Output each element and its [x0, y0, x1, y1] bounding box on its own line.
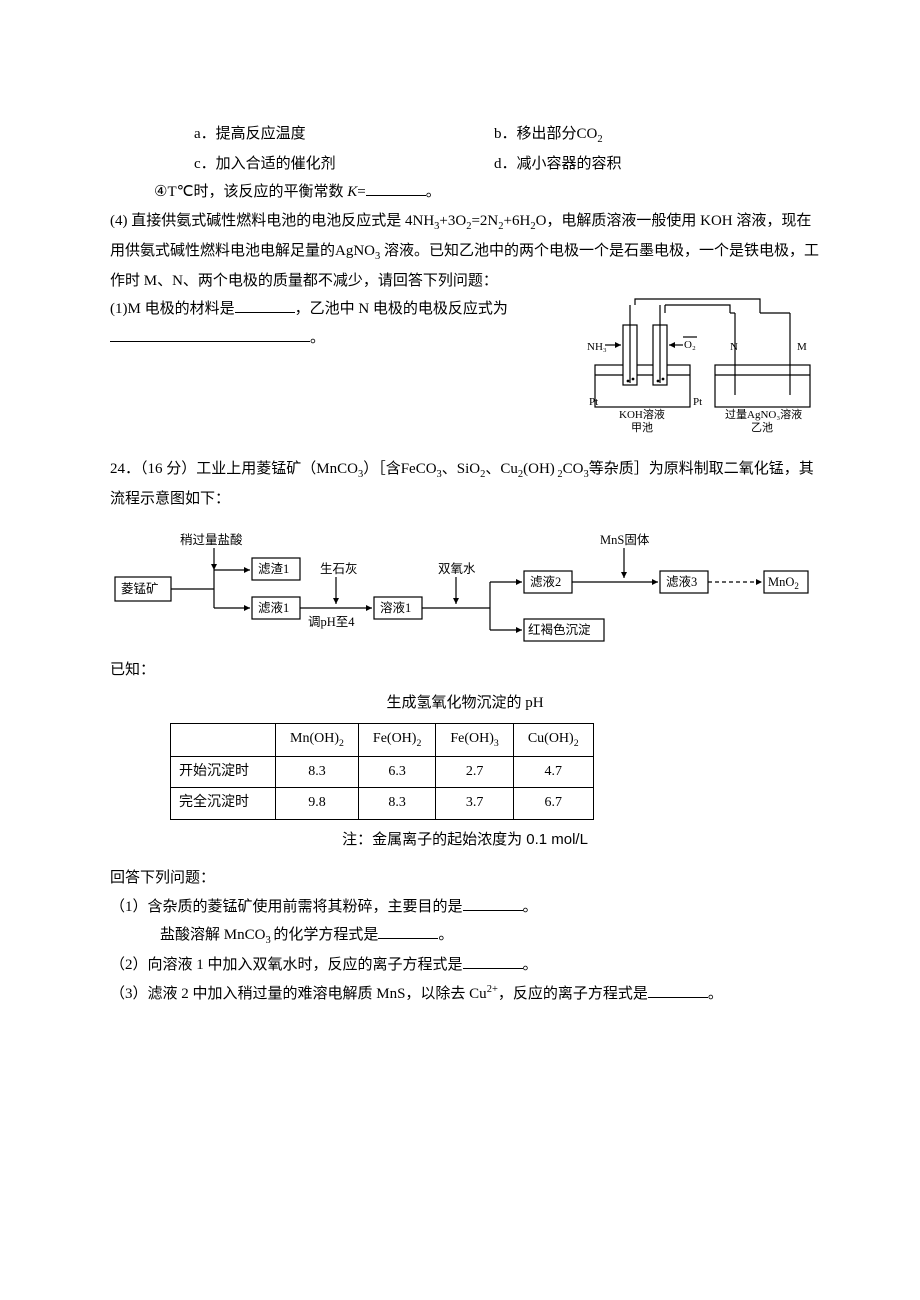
svg-text:生石灰: 生石灰	[320, 562, 358, 576]
table-note: 注：金属离子的起始浓度为 0.1 mol/L	[110, 826, 820, 855]
fuel-cell-diagram: NH₃ O₂ Pt Pt KOH溶液 甲池 N M 过量AgNO₃溶液 乙池	[575, 295, 820, 435]
table-title: 生成氢氧化物沉淀的 pH	[110, 689, 820, 718]
label-jia: 甲池	[631, 421, 653, 434]
blank-3	[648, 982, 708, 998]
label-yi: 乙池	[751, 421, 773, 434]
q24-1a: （1）含杂质的菱锰矿使用前需将其粉碎，主要目的是。	[110, 893, 820, 922]
blank-2	[463, 953, 523, 969]
known-label: 已知：	[110, 656, 820, 685]
col-feoh2: Fe(OH)2	[358, 724, 435, 756]
svg-text:滤液2: 滤液2	[530, 574, 561, 589]
line-k: ④T℃时，该反应的平衡常数 K=。	[154, 178, 820, 207]
opt-d-letter: d．	[494, 156, 517, 172]
opt-b-text: 移出部分CO	[517, 126, 598, 142]
svg-text:滤液3: 滤液3	[666, 574, 697, 589]
opt-b-letter: b．	[494, 126, 517, 142]
label-pt-r: Pt	[693, 396, 702, 408]
svg-text:MnO2: MnO2	[768, 575, 799, 591]
blank-1a	[463, 895, 523, 911]
blank-k	[366, 180, 426, 196]
svg-text:溶液1: 溶液1	[380, 600, 411, 615]
q24-2: （2）向溶液 1 中加入双氧水时，反应的离子方程式是。	[110, 951, 820, 980]
svg-text:滤渣1: 滤渣1	[258, 562, 289, 576]
blank-m-material	[235, 297, 295, 313]
col-feoh3: Fe(OH)3	[436, 724, 513, 756]
q24-stem: 24．（16 分）工业上用菱锰矿（MnCO3）［含FeCO3、SiO2、Cu2(…	[110, 455, 820, 513]
svg-text:双氧水: 双氧水	[438, 562, 476, 576]
opt-c-text: 加入合适的催化剂	[216, 156, 336, 172]
blank-n-electrode	[110, 326, 310, 342]
opt-a-text: 提高反应温度	[216, 126, 306, 142]
label-n: N	[730, 341, 738, 353]
label-nh3: NH₃	[587, 341, 607, 353]
label-o2: O₂	[684, 339, 696, 351]
table-row: 完全沉淀时 9.88.33.76.7	[171, 788, 594, 820]
svg-text:滤液1: 滤液1	[258, 600, 289, 615]
label-agno3: 过量AgNO₃溶液	[725, 407, 802, 421]
answer-lead: 回答下列问题：	[110, 864, 820, 893]
svg-text:稍过量盐酸: 稍过量盐酸	[180, 532, 243, 547]
label-koh: KOH溶液	[619, 407, 665, 421]
col-cuoh2: Cu(OH)2	[513, 724, 593, 756]
col-mnoh2: Mn(OH)2	[276, 724, 359, 756]
para-4: (4) 直接供氨式碱性燃料电池的电池反应式是 4NH3+3O2=2N2+6H2O…	[110, 207, 820, 295]
q24-3: （3）滤液 2 中加入稍过量的难溶电解质 MnS，以除去 Cu2+，反应的离子方…	[110, 980, 820, 1009]
table-row: 开始沉淀时 8.36.32.74.7	[171, 756, 594, 788]
svg-text:菱锰矿: 菱锰矿	[121, 581, 159, 596]
label-pt-l: Pt	[589, 396, 598, 408]
svg-text:红褐色沉淀: 红褐色沉淀	[528, 622, 591, 637]
svg-text:调pH至4: 调pH至4	[308, 615, 355, 629]
q24-1b: 盐酸溶解 MnCO3 的化学方程式是。	[160, 921, 820, 951]
flow-chart: 菱锰矿 稍过量盐酸 滤渣1 滤液1 生石灰 调pH至4 溶液1 双氧水 滤液2 …	[110, 522, 820, 653]
opt-a-letter: a．	[194, 126, 216, 142]
option-row-cd: c．加入合适的催化剂 d．减小容器的容积	[194, 150, 820, 179]
svg-text:MnS固体: MnS固体	[600, 533, 650, 547]
opt-c-letter: c．	[194, 156, 216, 172]
opt-d-text: 减小容器的容积	[517, 156, 622, 172]
option-row-ab: a．提高反应温度 b．移出部分CO2	[194, 120, 820, 150]
label-m: M	[797, 341, 807, 353]
ph-table: Mn(OH)2 Fe(OH)2 Fe(OH)3 Cu(OH)2 开始沉淀时 8.…	[170, 723, 820, 820]
blank-1b	[378, 923, 438, 939]
